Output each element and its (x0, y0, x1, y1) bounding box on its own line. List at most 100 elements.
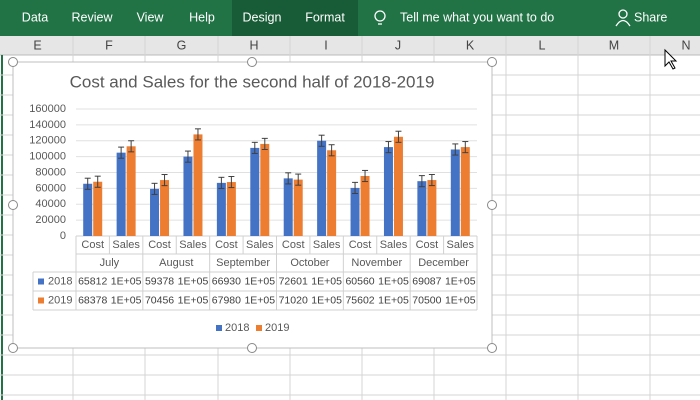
column-header[interactable]: L (539, 38, 546, 52)
resize-handle[interactable] (487, 200, 497, 210)
table-value: 70500 (412, 294, 441, 306)
table-value: 1E+05 (378, 275, 409, 287)
table-value: 68378 (78, 294, 107, 306)
table-value: 1E+05 (178, 275, 209, 287)
error-bar (295, 173, 302, 186)
column-header[interactable]: E (33, 38, 41, 52)
column-header[interactable]: H (249, 38, 258, 52)
bar (427, 180, 437, 236)
table-value: 1E+05 (378, 294, 409, 306)
bar (417, 181, 427, 236)
legend-label: 2018 (225, 322, 249, 334)
x-group-label: August (159, 257, 193, 269)
table-value: 72601 (279, 275, 308, 287)
bar (150, 188, 160, 236)
table-value: 1E+05 (311, 294, 342, 306)
ribbon-tab[interactable]: Help (189, 10, 215, 24)
bar (383, 147, 393, 236)
table-value: 65812 (78, 275, 107, 287)
error-bar (161, 174, 168, 187)
ribbon-tab[interactable]: Format (305, 10, 345, 24)
y-tick-label: 60000 (35, 182, 66, 194)
ribbon-tab[interactable]: Design (243, 10, 282, 24)
table-value: 66930 (212, 275, 241, 287)
bar (260, 143, 270, 236)
error-bar (118, 146, 125, 159)
x-tick-label: Cost (215, 239, 238, 251)
resize-handle[interactable] (8, 200, 18, 210)
chart-title: Cost and Sales for the second half of 20… (70, 72, 435, 91)
legend-key (216, 325, 222, 331)
bar (193, 134, 203, 236)
share-button[interactable]: Share (634, 10, 667, 24)
error-bar (462, 141, 469, 154)
x-group-label: November (351, 257, 402, 269)
error-bar (385, 141, 392, 154)
y-tick-label: 160000 (29, 103, 66, 115)
error-bar (428, 173, 435, 187)
error-bar (184, 150, 191, 163)
error-bar (84, 177, 91, 190)
error-bar (362, 169, 369, 183)
bulb-icon (374, 10, 386, 22)
resize-handle[interactable] (8, 57, 18, 67)
column-header[interactable]: F (105, 38, 113, 52)
x-tick-label: Cost (148, 239, 171, 251)
resize-handle[interactable] (247, 57, 257, 67)
bar (116, 152, 126, 236)
ribbon-tab[interactable]: View (137, 10, 165, 24)
resize-handle[interactable] (487, 57, 497, 67)
column-header[interactable]: J (395, 38, 401, 52)
bar (283, 178, 293, 236)
column-header-bar (0, 36, 700, 55)
table-series-name: 2019 (48, 294, 72, 306)
bar (293, 179, 303, 236)
resize-handle[interactable] (247, 343, 257, 353)
tell-me[interactable]: Tell me what you want to do (400, 10, 554, 24)
error-bar (94, 175, 101, 188)
bar (126, 146, 136, 236)
error-bar (151, 182, 158, 195)
table-legend-key (38, 297, 44, 304)
x-group-label: September (216, 257, 270, 269)
x-tick-label: Cost (282, 239, 305, 251)
column-header[interactable]: N (681, 38, 690, 52)
column-header[interactable]: G (177, 38, 187, 52)
ribbon-tab[interactable]: Review (72, 10, 114, 24)
y-tick-label: 100000 (29, 151, 66, 163)
y-tick-label: 120000 (29, 135, 66, 147)
x-tick-label: Cost (416, 239, 439, 251)
error-bar (218, 176, 225, 189)
table-legend-key (38, 278, 44, 285)
column-header[interactable]: K (466, 38, 475, 52)
table-value: 1E+05 (111, 294, 142, 306)
table-value: 1E+05 (311, 275, 342, 287)
share-icon (615, 19, 631, 27)
table-value: 1E+05 (178, 294, 209, 306)
error-bar (194, 128, 201, 141)
column-header[interactable]: I (324, 38, 327, 52)
bar (83, 183, 93, 236)
column-header[interactable]: M (609, 38, 619, 52)
bar (460, 147, 470, 236)
error-bar (418, 175, 425, 188)
bar (93, 181, 103, 236)
ribbon-tab[interactable]: Data (22, 10, 48, 24)
resize-handle[interactable] (8, 343, 18, 353)
resize-handle[interactable] (487, 343, 497, 353)
error-bar (318, 134, 325, 147)
y-tick-label: 80000 (35, 166, 66, 178)
x-group-label: October (290, 257, 329, 269)
table-value: 70456 (145, 294, 174, 306)
error-bar (395, 130, 402, 143)
table-value: 67980 (212, 294, 241, 306)
x-tick-label: Sales (380, 239, 408, 251)
y-tick-label: 40000 (35, 198, 66, 210)
x-group-label: December (418, 257, 469, 269)
x-tick-label: Sales (179, 239, 207, 251)
error-bar (128, 140, 135, 153)
y-tick-label: 140000 (29, 119, 66, 131)
legend-label: 2019 (265, 322, 289, 334)
table-value: 71020 (279, 294, 308, 306)
